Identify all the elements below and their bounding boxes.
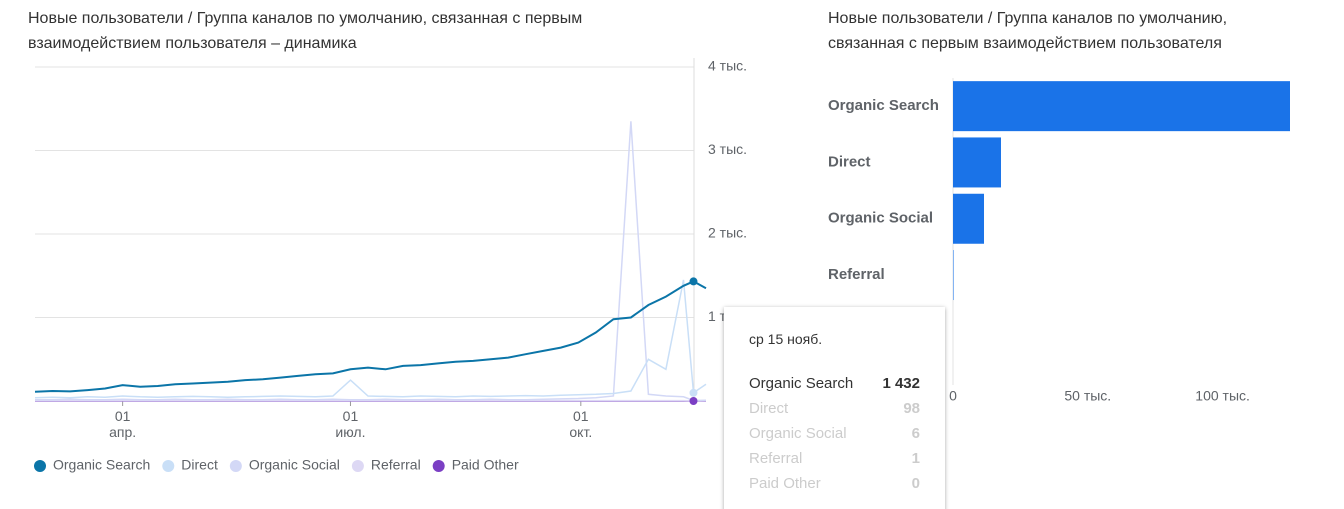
tooltip-value: 1 432 (882, 375, 920, 392)
category-label: Organic Social (828, 210, 933, 227)
x-tick-label: 01 июл. (335, 408, 366, 440)
series-line (34, 279, 707, 399)
y-tick-label: 4 тыс. (708, 58, 747, 74)
y-tick-label: 3 тыс. (708, 141, 747, 157)
tooltip-date: ср 15 нояб. (749, 331, 823, 347)
line-chart-title: Новые пользователи / Группа каналов по у… (28, 10, 583, 52)
legend-label: Direct (181, 457, 218, 473)
x-tick-label: 50 тыс. (1064, 388, 1111, 404)
legend-dot (351, 460, 364, 472)
category-label: Direct (828, 153, 871, 170)
legend-dot (162, 460, 175, 472)
tooltip-name: Organic Search (749, 375, 854, 392)
bar (953, 137, 1001, 188)
tooltip-value: 98 (903, 400, 920, 417)
tooltip-row: Organic Social 6 (749, 425, 920, 442)
legend-label: Organic Search (53, 457, 150, 473)
bar (953, 250, 954, 301)
series-line (35, 121, 707, 402)
hover-point (689, 388, 698, 397)
tooltip-value: 6 (911, 425, 920, 442)
tooltip-name: Organic Social (749, 425, 847, 442)
legend-dot (229, 460, 242, 472)
series-line (34, 280, 707, 393)
hover-point (689, 277, 698, 286)
category-label: Referral (828, 266, 885, 283)
tooltip-row: Paid Other 0 (749, 475, 920, 492)
tooltip-name: Paid Other (749, 475, 821, 492)
tooltip-name: Direct (749, 400, 789, 417)
bar (953, 81, 1290, 132)
tooltip-row: Referral 1 (749, 450, 920, 467)
hover-point (689, 397, 698, 405)
tooltip-row: Organic Search 1 432 (749, 375, 920, 392)
x-tick-label: 0 (949, 388, 957, 404)
bar-chart-title: Новые пользователи / Группа каналов по у… (828, 10, 1228, 52)
legend-label: Paid Other (452, 457, 519, 473)
legend-dot (34, 460, 46, 472)
legend-label: Referral (371, 457, 421, 473)
tooltip-row: Direct 98 (749, 400, 920, 417)
tooltip-value: 0 (911, 475, 920, 492)
x-tick-label: 01 окт. (569, 408, 593, 440)
y-tick-label: 2 тыс. (708, 225, 747, 241)
x-tick-label: 100 тыс. (1195, 388, 1250, 404)
legend-dot (432, 460, 445, 472)
tooltip-value: 1 (911, 450, 920, 467)
x-tick-label: 01 апр. (109, 408, 137, 440)
tooltip: ср 15 нояб. Organic Search 1 432 Direct 98 O… (724, 307, 945, 509)
category-label: Organic Search (828, 97, 939, 114)
legend-label: Organic Social (249, 457, 340, 473)
bar (953, 193, 985, 244)
tooltip-name: Referral (749, 450, 803, 467)
